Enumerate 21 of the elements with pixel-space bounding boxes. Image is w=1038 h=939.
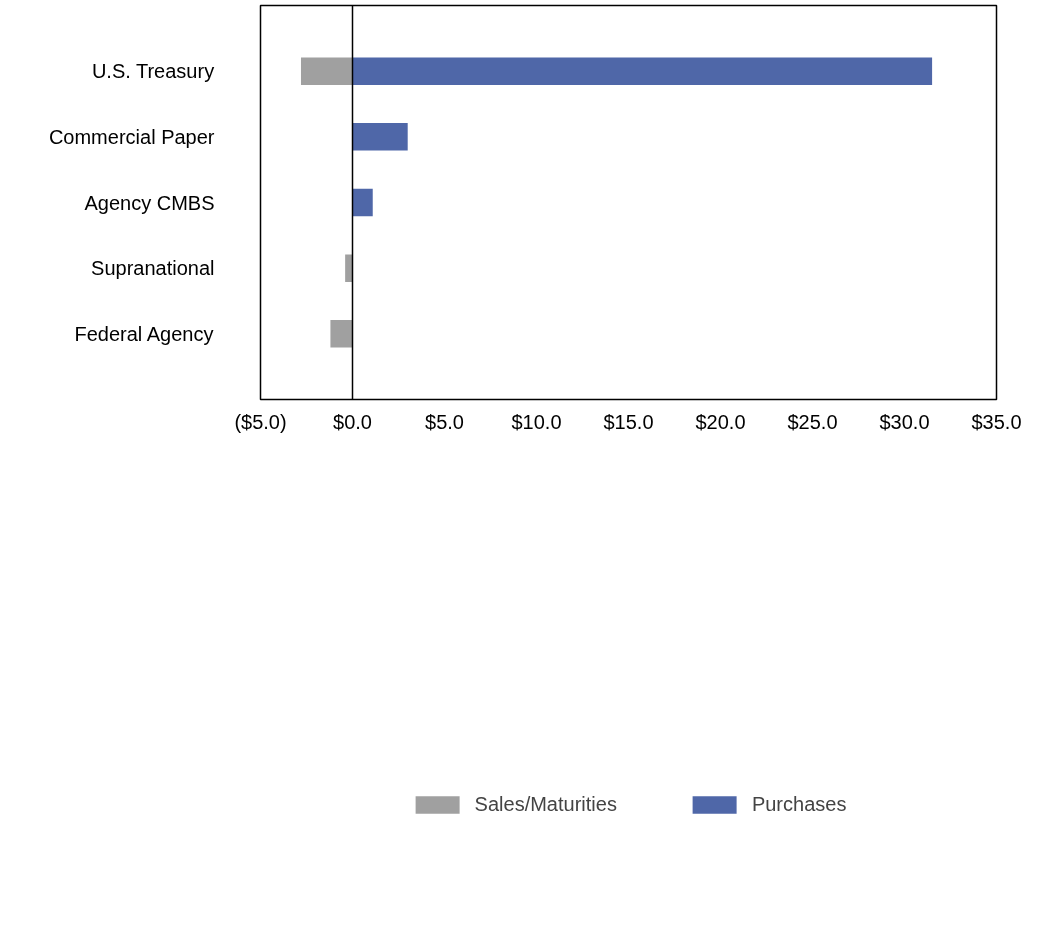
x-tick-label: $10.0	[511, 410, 562, 433]
x-tick-label: $35.0	[971, 410, 1022, 433]
y-tick-label: U.S. Treasury	[91, 60, 215, 83]
legend-label: Purchases	[751, 792, 847, 816]
bar	[352, 123, 408, 151]
bar	[352, 57, 933, 85]
bar	[352, 188, 373, 217]
y-tick-label: Supranational	[91, 257, 215, 280]
bar	[300, 57, 353, 85]
x-tick-label: $20.0	[695, 410, 746, 433]
x-tick-label: $0.0	[333, 410, 372, 433]
y-tick-label: Agency CMBS	[84, 191, 215, 214]
x-tick-label: ($5.0)	[234, 410, 287, 433]
legend-label: Sales/Maturities	[474, 792, 617, 816]
y-tick-label: Commercial Paper	[48, 125, 215, 148]
bar	[330, 320, 353, 348]
x-tick-label: $15.0	[603, 410, 654, 433]
y-tick-label: Federal Agency	[74, 322, 214, 345]
x-tick-label: $25.0	[787, 410, 838, 433]
x-tick-label: $5.0	[425, 410, 464, 433]
x-tick-label: $30.0	[879, 410, 930, 433]
